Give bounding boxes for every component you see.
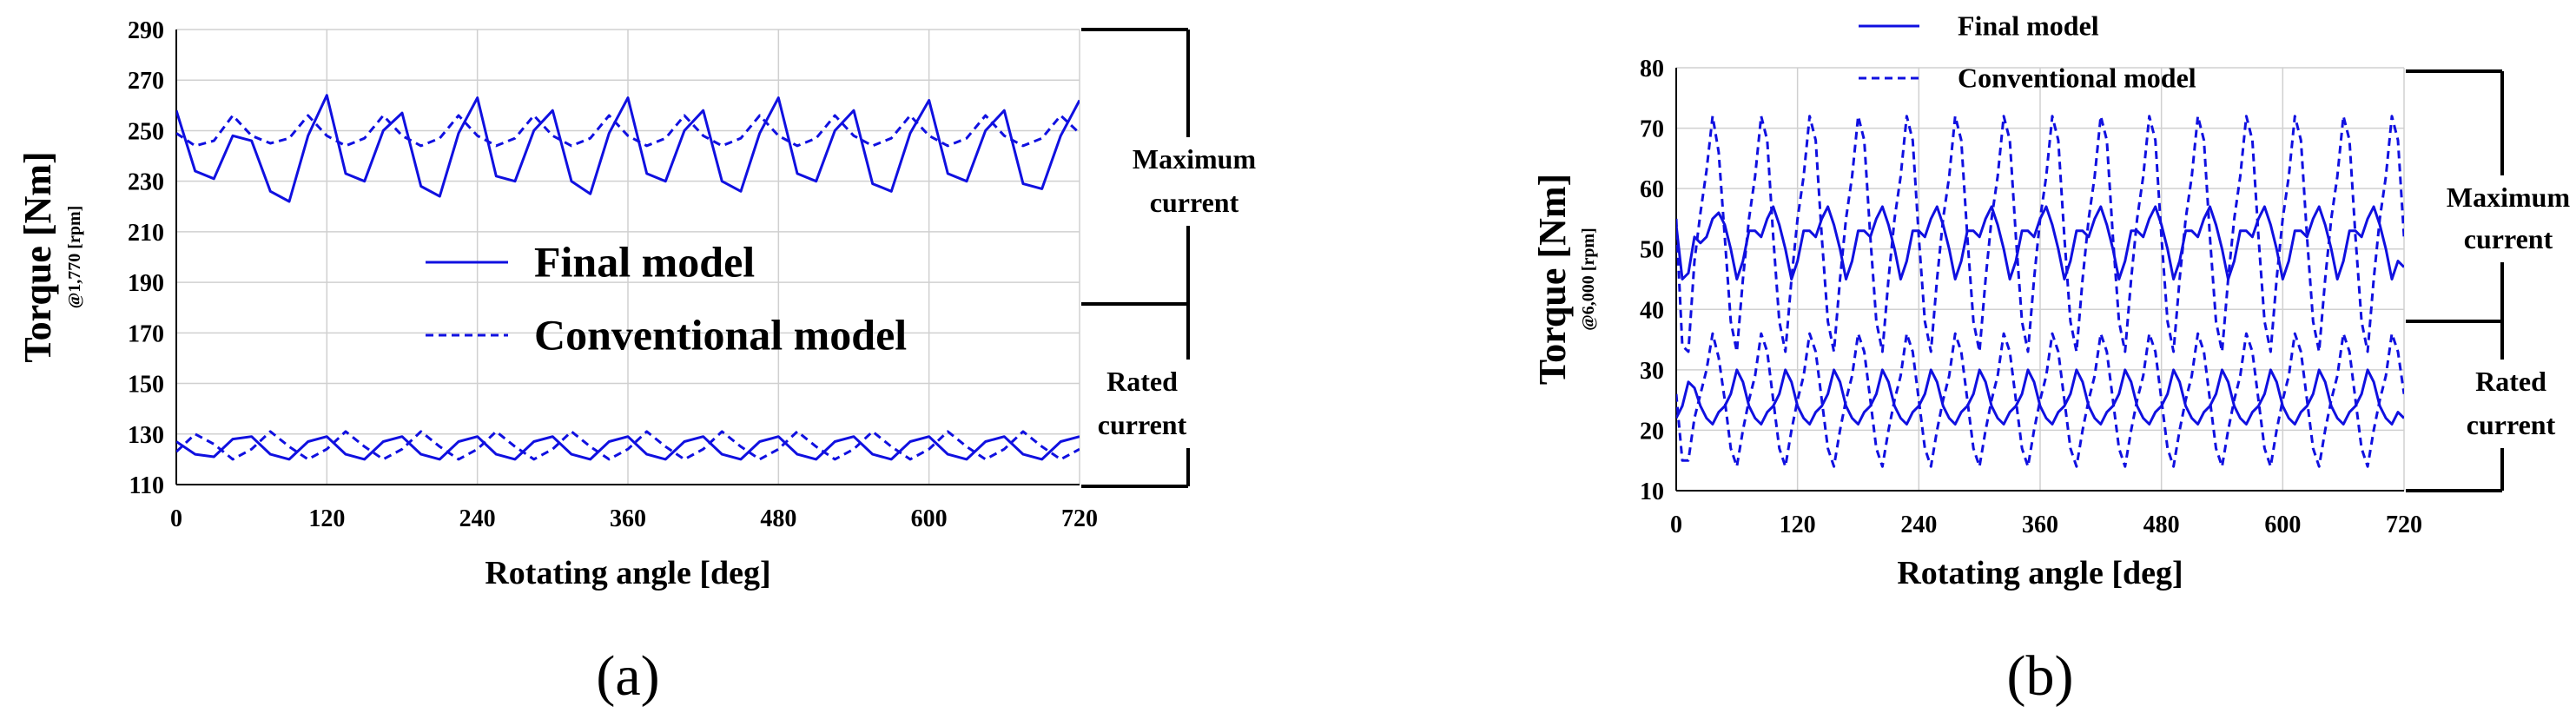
x-tick-label: 240	[1900, 512, 1937, 538]
y-tick-label: 170	[128, 320, 164, 347]
x-tick-label: 600	[2264, 512, 2301, 538]
bracket-label: current	[2467, 409, 2556, 440]
y-axis-label: Torque [Nm]	[17, 151, 59, 362]
series-line-final-rated	[176, 435, 1080, 461]
series-line-final-max	[176, 94, 1080, 203]
series-line-conventional-rated	[176, 430, 1080, 461]
y-tick-label: 20	[1640, 418, 1664, 445]
y-axis-sublabel: @1,770 [rpm]	[65, 206, 84, 309]
x-tick-label: 120	[1780, 512, 1816, 538]
y-tick-label: 290	[128, 17, 164, 44]
x-tick-label: 0	[1670, 512, 1682, 538]
series-line-conventional-max	[176, 114, 1080, 148]
y-tick-label: 190	[128, 270, 164, 297]
y-tick-label: 70	[1640, 116, 1664, 143]
bracket-label: Rated	[1106, 366, 1178, 397]
y-axis-sublabel: @6,000 [rpm]	[1579, 228, 1598, 331]
bracket-label: Maximum	[2447, 182, 2571, 213]
bracket-label: current	[1150, 187, 1239, 218]
x-tick-label: 480	[2143, 512, 2180, 538]
y-axis-label: Torque [Nm]	[1531, 174, 1574, 385]
series-line-conventional-max	[1676, 115, 2404, 353]
panel-label: (b)	[2007, 644, 2074, 708]
legend-label: Final model	[534, 238, 755, 287]
y-tick-label: 10	[1640, 478, 1664, 505]
panel-a: 110 130 150 170 190 210 230 250 270 290 0 120 240 360…	[17, 17, 1256, 708]
panel-b: 10 20 30 40 50 60 70 80 0 120 240 360 480 600 720 Rotat…	[1531, 10, 2570, 708]
bracket-label: current	[2464, 223, 2553, 254]
y-tick-label: 110	[129, 472, 164, 499]
y-tick-label: 270	[128, 68, 164, 95]
x-tick-label: 720	[2386, 512, 2422, 538]
bracket-label: Maximum	[1133, 143, 1257, 175]
x-axis-label: Rotating angle [deg]	[485, 555, 770, 591]
x-tick-label: 240	[459, 505, 496, 532]
y-tick-label: 30	[1640, 358, 1664, 385]
x-tick-label: 600	[911, 505, 948, 532]
x-tick-label: 480	[760, 505, 796, 532]
x-axis-label: Rotating angle [deg]	[1897, 555, 2183, 591]
legend-label: Conventional model	[1958, 63, 2196, 94]
x-tick-label: 120	[308, 505, 345, 532]
x-tick-label: 720	[1061, 505, 1098, 532]
y-tick-label: 150	[128, 372, 164, 399]
y-tick-label: 230	[128, 169, 164, 196]
y-tick-label: 210	[128, 220, 164, 247]
bracket-label: current	[1098, 409, 1187, 440]
bracket-label: Rated	[2475, 366, 2546, 397]
legend-label: Final model	[1958, 10, 2099, 42]
y-tick-label: 250	[128, 118, 164, 145]
y-tick-label: 130	[128, 422, 164, 449]
panel-label: (a)	[596, 644, 659, 708]
x-tick-label: 360	[2022, 512, 2058, 538]
y-tick-label: 80	[1640, 56, 1664, 82]
y-tick-label: 60	[1640, 176, 1664, 203]
legend-label: Conventional model	[534, 311, 907, 360]
x-tick-label: 360	[610, 505, 646, 532]
y-tick-label: 50	[1640, 237, 1664, 264]
x-tick-label: 0	[170, 505, 182, 532]
y-tick-label: 40	[1640, 297, 1664, 324]
